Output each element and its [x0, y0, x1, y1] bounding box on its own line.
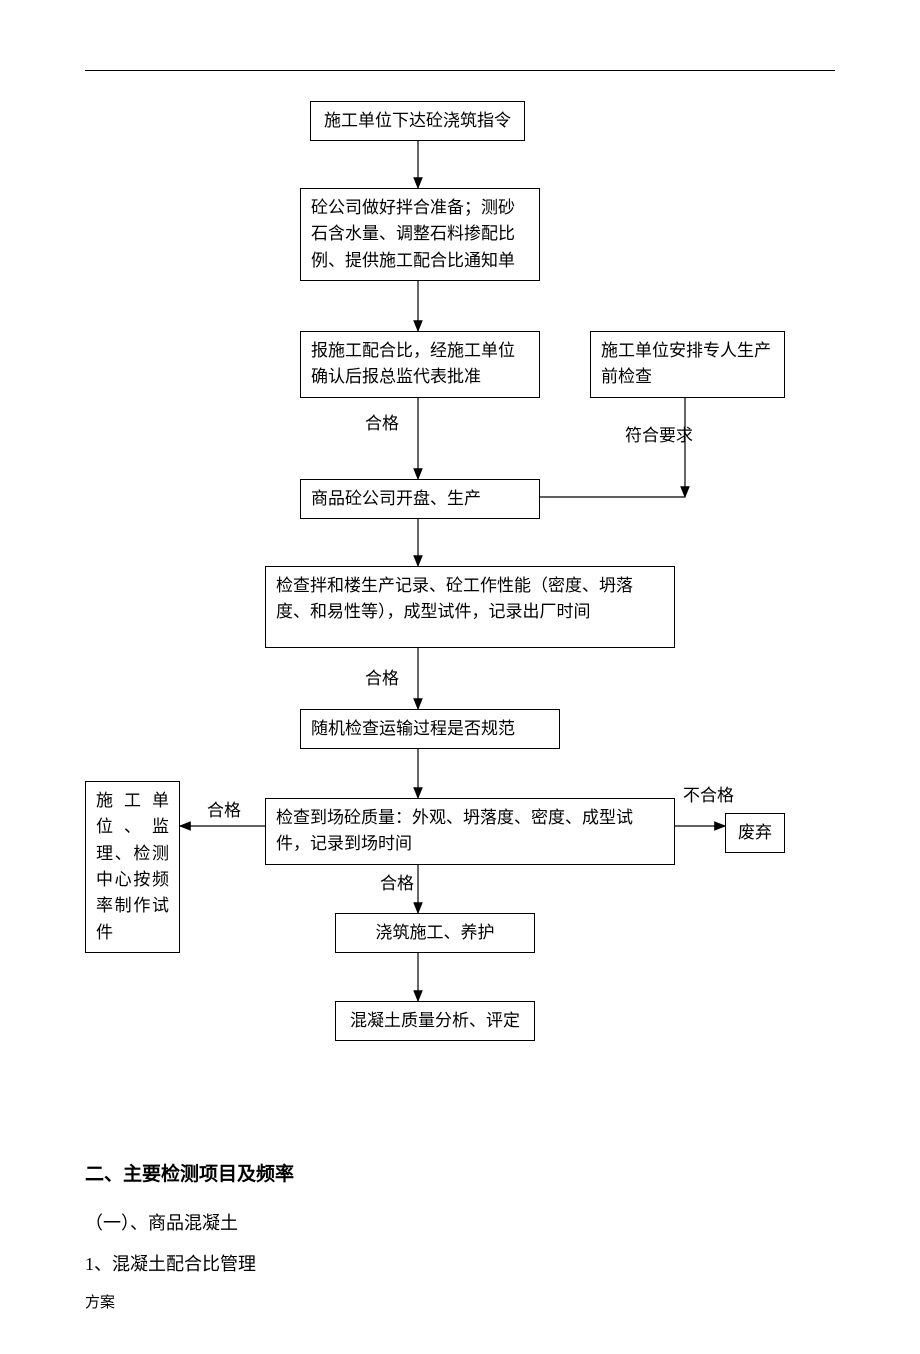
node-onsite-check: 检查到场砼质量：外观、坍落度、密度、成型试件，记录到场时间 [265, 798, 675, 865]
edge-label-meets-req: 符合要求 [625, 423, 693, 449]
edge-label-pass-left: 合格 [207, 798, 241, 824]
body-line-1: （一）、商品混凝土 [85, 1210, 835, 1237]
node-sample-making: 施工单位、监理、检测中心按频率制作试件 [85, 781, 180, 953]
body-line-2: 1、混凝土配合比管理 [85, 1251, 835, 1278]
node-quality-eval: 混凝土质量分析、评定 [335, 1001, 535, 1041]
flowchart-canvas: 施工单位下达砼浇筑指令 砼公司做好拌合准备；测砂石含水量、调整石料掺配比例、提供… [85, 101, 835, 1101]
node-open-production: 商品砼公司开盘、生产 [300, 479, 540, 519]
edge-label-pass-1: 合格 [365, 411, 399, 437]
section-heading: 二、主要检测项目及频率 [85, 1161, 835, 1190]
node-issue-order: 施工单位下达砼浇筑指令 [310, 101, 525, 141]
node-preproduction-check: 施工单位安排专人生产前检查 [590, 331, 785, 398]
node-discard: 废弃 [725, 813, 785, 853]
edge-label-pass-2: 合格 [365, 666, 399, 692]
node-preparation: 砼公司做好拌合准备；测砂石含水量、调整石料掺配比例、提供施工配合比通知单 [300, 188, 540, 281]
node-check-records: 检查拌和楼生产记录、砼工作性能（密度、坍落度、和易性等），成型试件，记录出厂时间 [265, 566, 675, 648]
edge-label-pass-3: 合格 [380, 871, 414, 897]
top-rule [85, 70, 835, 71]
edge-label-fail: 不合格 [683, 783, 734, 809]
node-report-mix: 报施工配合比，经施工单位确认后报总监代表批准 [300, 331, 540, 398]
node-pouring: 浇筑施工、养护 [335, 913, 535, 953]
page-footer: 方案 [85, 1292, 835, 1315]
node-transport-check: 随机检查运输过程是否规范 [300, 709, 560, 749]
